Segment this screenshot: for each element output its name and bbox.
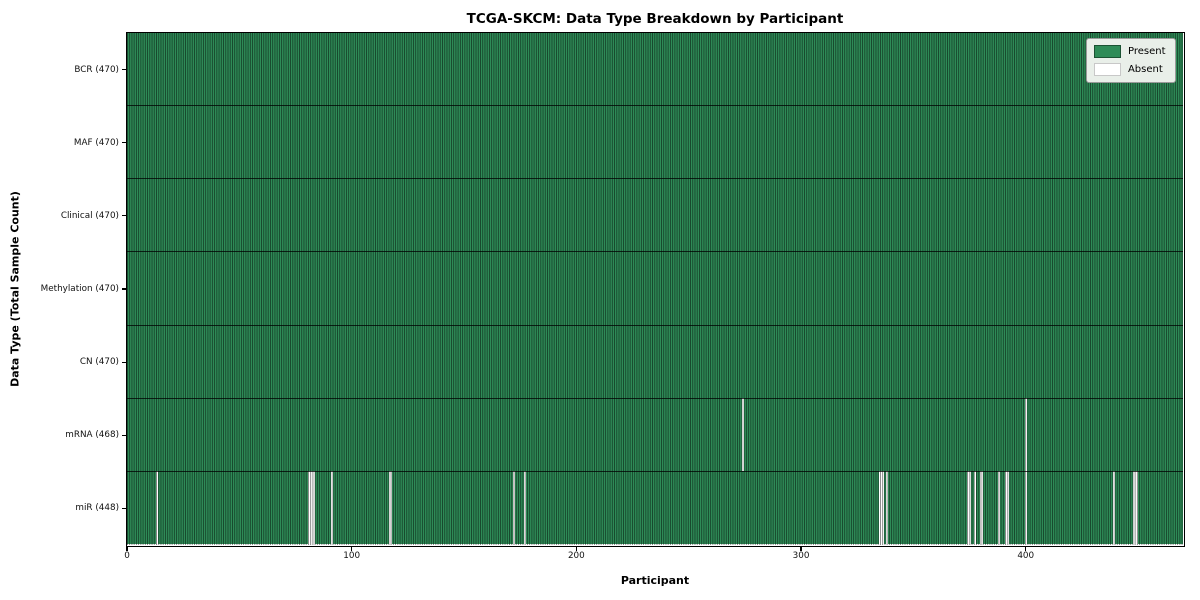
- row-separator: [126, 324, 1183, 326]
- x-axis-label: Participant: [620, 574, 690, 587]
- y-tick-label: mRNA (468): [65, 430, 119, 441]
- absent-stripe: [998, 471, 1001, 545]
- absent-stripe: [881, 471, 884, 545]
- y-tick-mark: [121, 68, 126, 71]
- x-tick-label: 0: [124, 551, 130, 561]
- row-separator: [126, 470, 1183, 472]
- absent-stripe: [1025, 471, 1028, 545]
- plot-area: Present Absent: [125, 31, 1185, 547]
- y-tick-mark: [121, 142, 126, 144]
- legend-entry-absent: Absent: [1093, 62, 1166, 76]
- absent-stripe: [969, 471, 972, 545]
- row-separator: [126, 178, 1183, 180]
- x-tick-label: 200: [567, 551, 585, 561]
- legend: Present Absent: [1085, 37, 1176, 83]
- x-tick-mark: [351, 546, 353, 551]
- legend-absent-label: Absent: [1127, 63, 1163, 75]
- legend-present-swatch: [1093, 44, 1121, 58]
- legend-absent-swatch: [1093, 62, 1121, 76]
- y-tick-mark: [121, 434, 126, 436]
- absent-stripe: [330, 471, 334, 545]
- x-tick-label: 100: [343, 551, 361, 561]
- chart-title: TCGA-SKCM: Data Type Breakdown by Partic…: [466, 11, 844, 27]
- y-tick-label: BCR (470): [74, 64, 119, 75]
- absent-stripe: [389, 471, 392, 545]
- legend-present-label: Present: [1127, 45, 1166, 57]
- absent-stripe: [1025, 398, 1028, 472]
- row-separator: [126, 397, 1183, 399]
- y-tick-mark: [121, 288, 126, 290]
- y-tick-label: MAF (470): [73, 137, 119, 148]
- y-tick-mark: [121, 215, 126, 217]
- y-tick-label: miR (448): [75, 503, 119, 514]
- x-tick-mark: [1025, 546, 1027, 551]
- y-tick-label: Methylation (470): [40, 284, 119, 294]
- absent-stripe: [973, 471, 976, 545]
- absent-stripe: [512, 471, 516, 545]
- y-tick-label: CN (470): [79, 357, 119, 368]
- absent-stripe: [1135, 471, 1138, 545]
- heatmap-row-cn: [126, 325, 1183, 399]
- absent-stripe: [1007, 471, 1010, 545]
- absent-stripe: [1112, 471, 1116, 545]
- row-separator: [126, 251, 1183, 253]
- x-tick-mark: [575, 546, 577, 551]
- y-tick-mark: [121, 507, 126, 510]
- x-tick-label: 400: [1017, 551, 1035, 561]
- x-tick-mark: [800, 546, 802, 551]
- heatmap-row-methylation: [126, 251, 1183, 326]
- x-tick-label: 300: [792, 551, 810, 561]
- absent-stripe: [980, 471, 983, 545]
- heatmap-row-maf: [126, 105, 1183, 179]
- heatmap-row-bcr: [126, 32, 1183, 106]
- absent-stripe: [742, 398, 745, 472]
- absent-stripe: [312, 471, 316, 545]
- absent-stripe: [524, 471, 527, 545]
- heatmap-row-mrna: [126, 398, 1183, 472]
- heatmap-row-clinical: [126, 178, 1183, 252]
- absent-stripe: [885, 471, 889, 545]
- y-tick-mark: [121, 361, 126, 363]
- y-tick-label: Clinical (470): [60, 210, 119, 221]
- absent-stripe: [155, 471, 158, 545]
- row-separator: [126, 105, 1183, 107]
- heatmap-row-mir: [126, 471, 1183, 545]
- legend-entry-present: Present: [1093, 44, 1166, 58]
- x-tick-mark: [126, 546, 128, 551]
